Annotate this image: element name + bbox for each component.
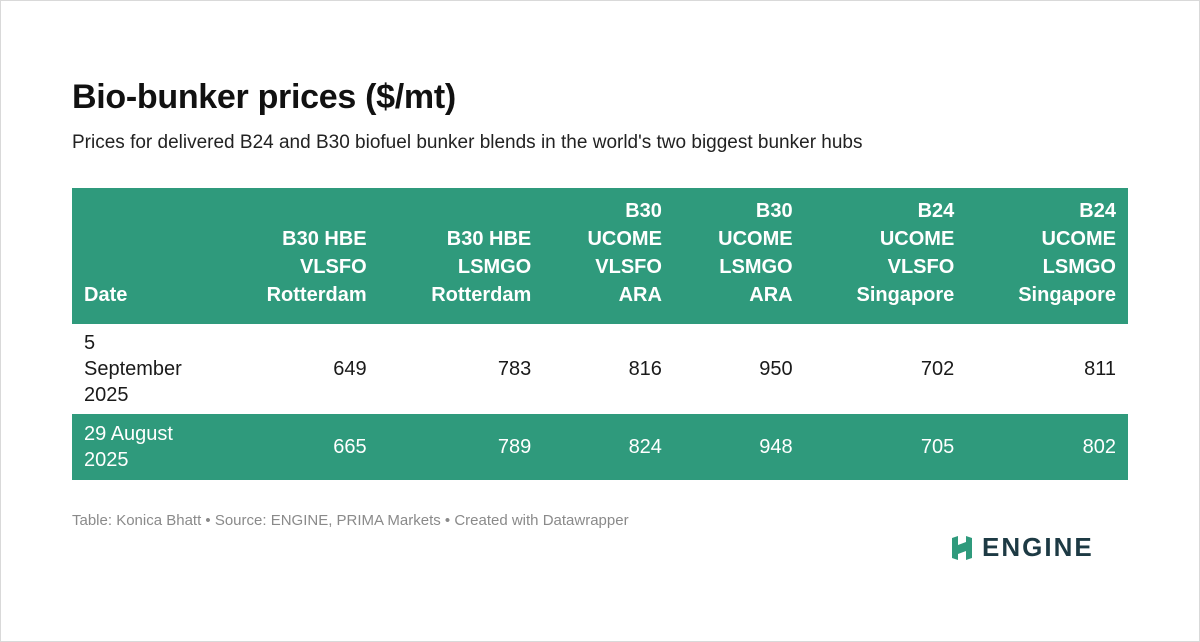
table-body: 5 September 2025 649 783 816 950 702 811 29 Augus…: [72, 324, 1128, 480]
engine-logo: ENGINE: [950, 532, 1094, 563]
column-header-line: B30: [755, 200, 793, 222]
footer-credits: Table: Konica Bhatt • Source: ENGINE, PR…: [72, 512, 629, 529]
column-header-2: B30 HBE LSMGO Rotterdam: [379, 188, 544, 324]
column-header-3: B30 UCOME VLSFO ARA: [543, 188, 674, 324]
price-cell: 816: [628, 358, 662, 380]
date-line: 5: [84, 332, 96, 354]
price-cell: 950: [759, 358, 793, 380]
chart-subtitle: Prices for delivered B24 and B30 biofuel…: [72, 132, 863, 153]
price-cell: 665: [333, 436, 367, 458]
column-header-1: B30 HBE VLSFO Rotterdam: [214, 188, 379, 324]
column-header-line: B30: [625, 200, 662, 222]
column-header-line: B30 HBE: [446, 228, 532, 250]
column-header-line: Singapore: [1018, 284, 1116, 306]
date-line: 2025: [84, 449, 129, 471]
column-header-5: B24 UCOME VLSFO Singapore: [805, 188, 967, 324]
column-header-line: VLSFO: [887, 256, 955, 278]
column-header-line: ARA: [618, 284, 662, 306]
table-header-row: Date B30 HBE VLSFO Rotterdam B30 HBE LSMGO Rot…: [72, 188, 1128, 324]
column-header-date: Date: [72, 188, 214, 324]
price-cell: 705: [920, 436, 955, 458]
column-header-line: LSMGO: [719, 256, 793, 278]
date-line: 29 August: [84, 423, 173, 445]
price-cell: 789: [497, 436, 532, 458]
column-header-4: B30 UCOME LSMGO ARA: [674, 188, 805, 324]
column-header-line: B24: [1079, 200, 1116, 222]
column-header-line: Singapore: [856, 284, 955, 306]
column-header-line: LSMGO: [457, 256, 532, 278]
column-header-line: VLSFO: [299, 256, 367, 278]
column-header-line: VLSFO: [595, 256, 662, 278]
price-cell: 811: [1084, 358, 1116, 380]
engine-logo-text: ENGINE: [982, 532, 1094, 562]
date-cell: 29 August 2025: [72, 414, 214, 480]
column-header-6: B24 UCOME LSMGO Singapore: [966, 188, 1128, 324]
column-header-line: UCOME: [879, 228, 955, 250]
column-header-line: ARA: [749, 284, 793, 306]
column-header-line: Rotterdam: [431, 284, 532, 306]
chart-title: Bio-bunker prices ($/mt): [72, 78, 456, 116]
column-header-line: Rotterdam: [266, 284, 367, 306]
column-header-line: UCOME: [587, 228, 662, 250]
table-row: 5 September 2025 649 783 816 950 702 811: [72, 324, 1128, 414]
price-cell: 824: [628, 436, 662, 458]
column-header-line: B30 HBE: [282, 228, 367, 250]
price-cell: 649: [333, 358, 367, 380]
date-line: 2025: [84, 384, 129, 406]
price-cell: 702: [920, 358, 955, 380]
column-header-line: UCOME: [1041, 228, 1116, 250]
price-table: Date B30 HBE VLSFO Rotterdam B30 HBE LSMGO Rot…: [72, 188, 1128, 480]
date-line: September: [84, 358, 182, 380]
column-header-line: Date: [84, 284, 128, 306]
price-cell: 948: [759, 436, 793, 458]
column-header-line: B24: [917, 200, 955, 222]
date-cell: 5 September 2025: [72, 324, 214, 414]
column-header-line: UCOME: [718, 228, 793, 250]
engine-logo-icon: [952, 535, 972, 560]
table-row: 29 August 2025 665 789 824 948 705 802: [72, 414, 1128, 480]
price-cell: 802: [1082, 436, 1116, 458]
column-header-line: LSMGO: [1042, 256, 1116, 278]
price-cell: 783: [497, 358, 532, 380]
